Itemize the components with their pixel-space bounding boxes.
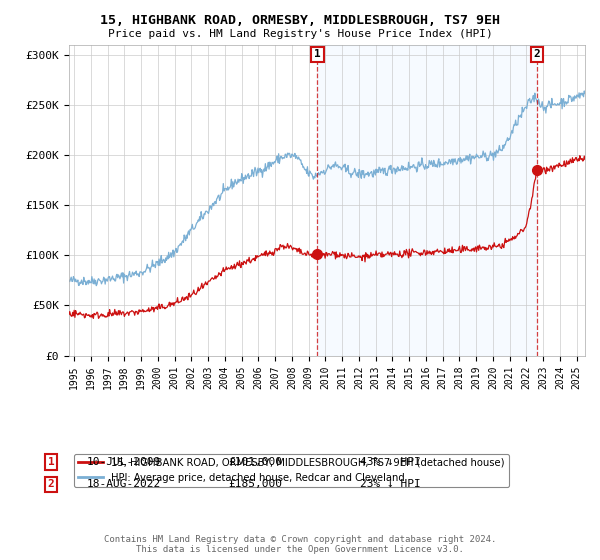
Text: Contains HM Land Registry data © Crown copyright and database right 2024.
This d: Contains HM Land Registry data © Crown c… bbox=[104, 535, 496, 554]
Text: £101,000: £101,000 bbox=[228, 457, 282, 467]
Text: 10-JUL-2009: 10-JUL-2009 bbox=[87, 457, 161, 467]
Text: 2: 2 bbox=[47, 479, 55, 489]
Text: 18-AUG-2022: 18-AUG-2022 bbox=[87, 479, 161, 489]
Text: 1: 1 bbox=[314, 49, 321, 59]
Text: £185,000: £185,000 bbox=[228, 479, 282, 489]
Text: 1: 1 bbox=[47, 457, 55, 467]
Text: 43% ↓ HPI: 43% ↓ HPI bbox=[360, 457, 421, 467]
Legend: 15, HIGHBANK ROAD, ORMESBY, MIDDLESBROUGH, TS7 9EH (detached house), HPI: Averag: 15, HIGHBANK ROAD, ORMESBY, MIDDLESBROUG… bbox=[74, 454, 509, 487]
Text: Price paid vs. HM Land Registry's House Price Index (HPI): Price paid vs. HM Land Registry's House … bbox=[107, 29, 493, 39]
Text: 2: 2 bbox=[533, 49, 540, 59]
Bar bbox=[317, 45, 537, 356]
Text: 23% ↓ HPI: 23% ↓ HPI bbox=[360, 479, 421, 489]
Text: 15, HIGHBANK ROAD, ORMESBY, MIDDLESBROUGH, TS7 9EH: 15, HIGHBANK ROAD, ORMESBY, MIDDLESBROUG… bbox=[100, 14, 500, 27]
